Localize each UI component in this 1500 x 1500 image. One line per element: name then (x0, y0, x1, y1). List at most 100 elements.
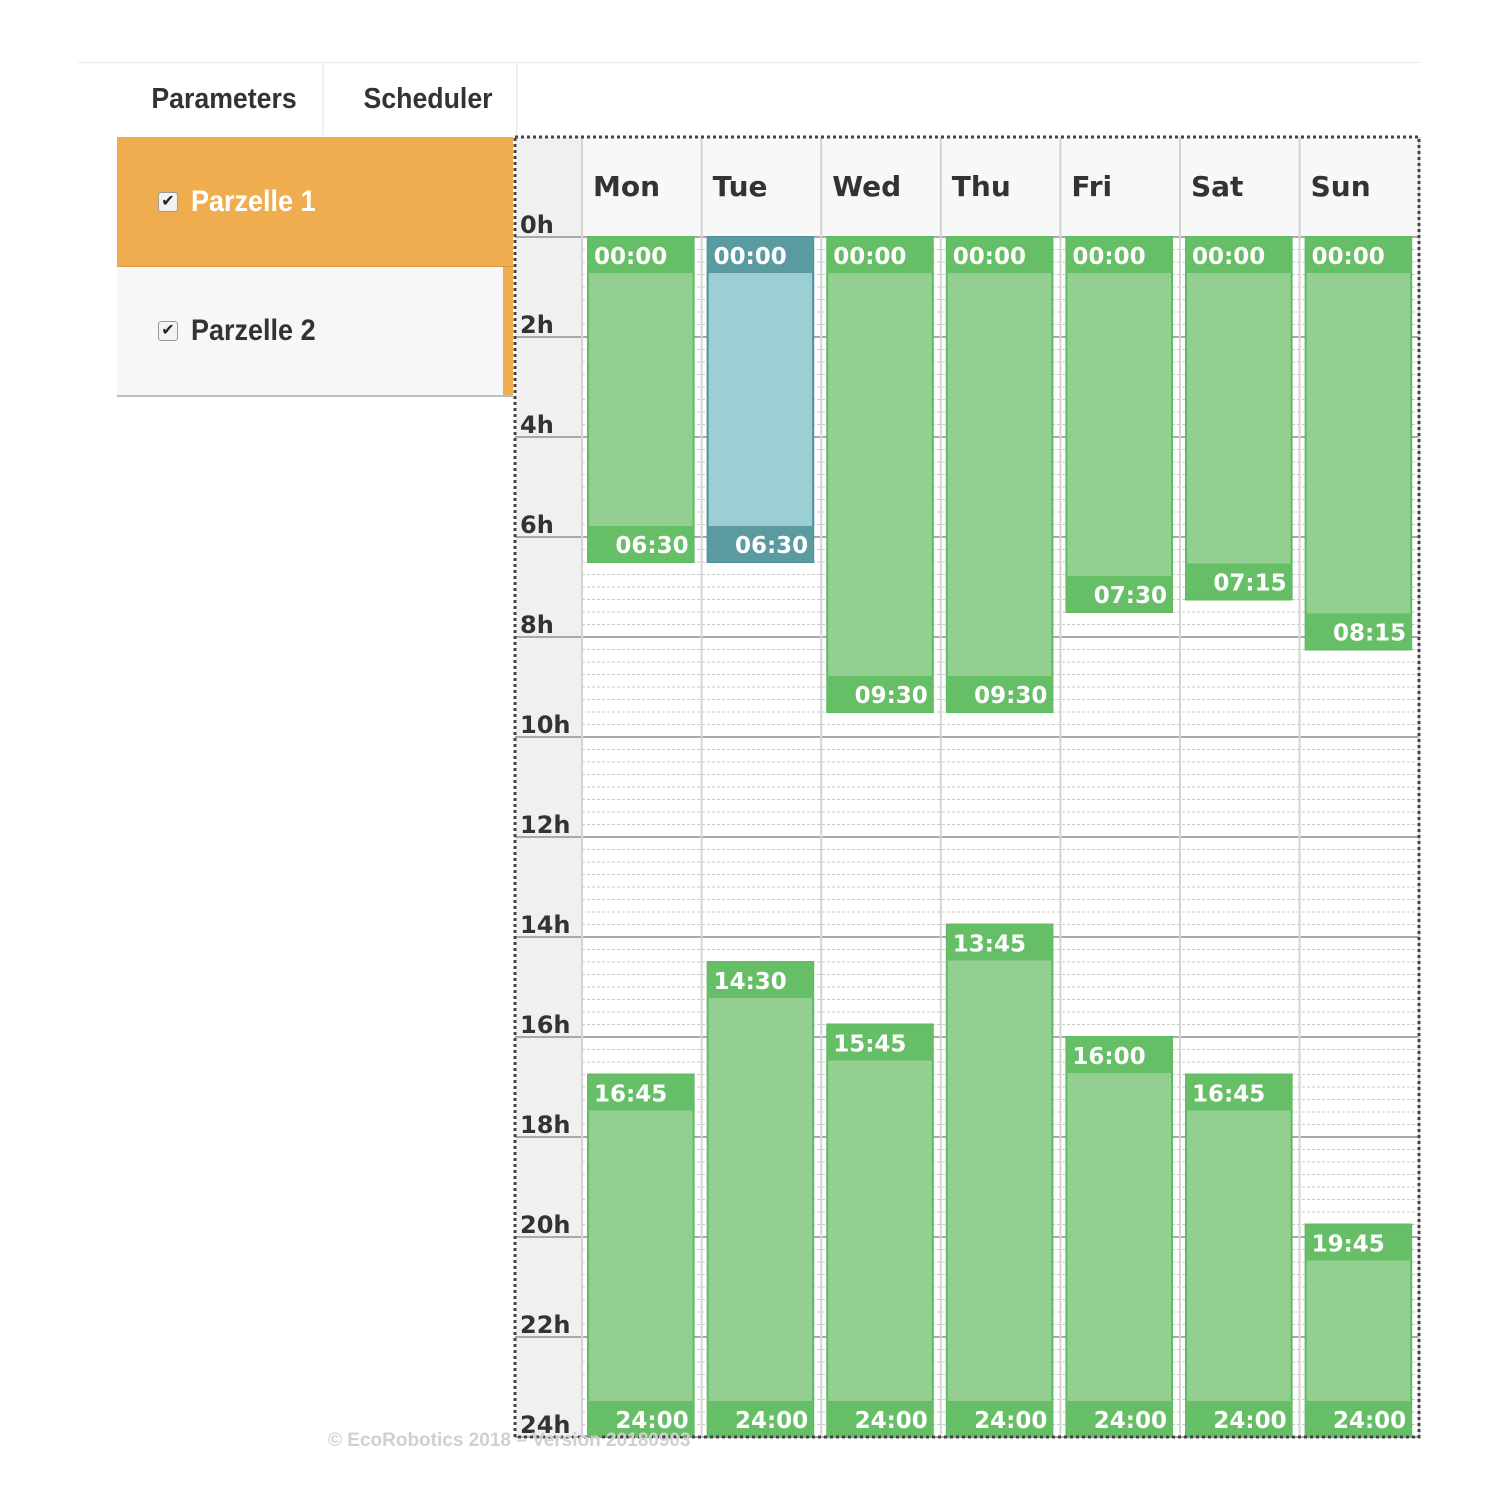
block-end-time: 24:00 (735, 1408, 808, 1434)
hour-label: 22h (520, 1311, 570, 1339)
plot-2-checkbox[interactable]: ✔ (158, 321, 178, 341)
block-start-time: 00:00 (714, 244, 787, 270)
block-start-time: 15:45 (833, 1032, 906, 1058)
block-start-time: 00:00 (1312, 244, 1385, 270)
day-header-fri[interactable]: Fri (1071, 170, 1112, 203)
block-end-time: 24:00 (615, 1408, 688, 1434)
day-header-background (582, 137, 1419, 237)
block-start-bar (946, 924, 1053, 961)
schedule-block-mon[interactable] (587, 236, 695, 563)
hour-label: 4h (520, 411, 554, 439)
schedule-block-thu[interactable] (945, 923, 1054, 1438)
block-end-time: 09:30 (974, 683, 1047, 709)
block-start-bar (827, 237, 933, 273)
day-header-sat[interactable]: Sat (1191, 170, 1243, 203)
hour-label: 10h (520, 711, 570, 739)
day-header-mon[interactable]: Mon (593, 170, 660, 203)
schedule-block-sun[interactable] (1304, 236, 1413, 651)
tab-parameters[interactable]: Parameters (126, 63, 324, 135)
footer-copyright: © EcoRobotics 2018 – Version 20180903 (328, 1430, 691, 1451)
block-end-bar (707, 526, 814, 562)
block-end-bar (1305, 1401, 1412, 1437)
block-start-bar (827, 1024, 933, 1061)
block-end-bar (1305, 613, 1412, 650)
block-end-time: 24:00 (974, 1408, 1047, 1434)
hour-axis-background (515, 137, 582, 1437)
day-header-sun[interactable]: Sun (1311, 170, 1371, 203)
schedule-block-wed[interactable] (826, 1023, 934, 1438)
block-start-time: 16:00 (1072, 1044, 1145, 1070)
schedule-block-fri[interactable] (1065, 1036, 1174, 1438)
scheduler-frame (513, 135, 1421, 1439)
block-end-bar (1186, 1401, 1292, 1437)
block-start-time: 16:45 (594, 1082, 667, 1108)
block-start-time: 00:00 (833, 244, 906, 270)
schedule-block-mon[interactable] (587, 1073, 695, 1438)
plot-1-checkbox[interactable]: ✔ (158, 191, 178, 212)
block-end-time: 24:00 (1333, 1408, 1406, 1434)
block-end-bar (827, 1401, 933, 1437)
schedule-block-thu[interactable] (945, 236, 1054, 713)
hour-label: 18h (520, 1111, 570, 1139)
block-start-bar (1066, 237, 1172, 273)
block-end-bar (946, 1401, 1053, 1437)
block-start-time: 00:00 (1072, 244, 1145, 270)
hour-label: 20h (520, 1211, 570, 1239)
block-start-bar (946, 237, 1053, 273)
block-start-time: 13:45 (953, 932, 1026, 958)
tab-bar: Parameters Scheduler (117, 63, 525, 135)
block-end-time: 07:15 (1213, 571, 1286, 597)
hour-label: 0h (520, 211, 554, 239)
block-end-time: 09:30 (855, 683, 928, 709)
block-start-bar (1305, 237, 1412, 273)
block-start-bar (1186, 1074, 1292, 1111)
block-end-bar (1066, 1401, 1172, 1437)
block-end-bar (588, 1401, 694, 1437)
block-start-bar (1186, 237, 1292, 273)
schedule-block-wed[interactable] (826, 236, 934, 713)
block-start-time: 00:00 (953, 244, 1026, 270)
block-start-time: 16:45 (1192, 1082, 1265, 1108)
block-start-bar (707, 962, 814, 998)
hour-label: 14h (520, 911, 570, 939)
day-header-tue[interactable]: Tue (713, 170, 768, 203)
block-start-bar (1066, 1037, 1172, 1073)
block-end-time: 06:30 (735, 533, 808, 559)
day-header-wed[interactable]: Wed (832, 170, 901, 203)
block-end-bar (588, 526, 694, 562)
block-end-time: 06:30 (615, 533, 688, 559)
plot-item-parzelle-2[interactable]: ✔ Parzelle 2 (117, 267, 513, 397)
block-end-bar (827, 676, 933, 712)
block-start-bar (588, 1074, 694, 1111)
schedule-block-tue[interactable] (706, 236, 815, 563)
block-start-time: 14:30 (714, 969, 787, 995)
block-start-time: 00:00 (1192, 244, 1265, 270)
block-end-bar (707, 1401, 814, 1437)
schedule-block-fri[interactable] (1065, 236, 1174, 613)
plot-1-label: Parzelle 1 (191, 184, 316, 218)
block-end-time: 24:00 (1094, 1408, 1167, 1434)
schedule-block-tue[interactable] (706, 961, 815, 1438)
block-start-bar (707, 237, 814, 273)
block-end-bar (1186, 563, 1292, 600)
block-end-time: 08:15 (1333, 621, 1406, 647)
tab-scheduler[interactable]: Scheduler (340, 63, 518, 135)
schedule-block-sat[interactable] (1185, 1073, 1293, 1438)
schedule-block-sat[interactable] (1185, 236, 1293, 601)
block-end-time: 24:00 (1213, 1408, 1286, 1434)
hour-label: 8h (520, 611, 554, 639)
hour-label: 16h (520, 1011, 570, 1039)
top-divider (78, 62, 1421, 63)
block-start-time: 19:45 (1312, 1232, 1385, 1258)
plot-item-parzelle-1[interactable]: ✔ Parzelle 1 (117, 137, 513, 267)
block-end-bar (946, 676, 1053, 712)
hour-label: 6h (520, 511, 554, 539)
block-end-bar (1066, 576, 1172, 612)
day-header-thu[interactable]: Thu (952, 170, 1011, 203)
block-start-bar (1305, 1224, 1412, 1261)
hour-label: 2h (520, 311, 554, 339)
plot-2-label: Parzelle 2 (191, 314, 316, 347)
hour-label: 24h (520, 1411, 570, 1439)
block-start-time: 00:00 (594, 244, 667, 270)
